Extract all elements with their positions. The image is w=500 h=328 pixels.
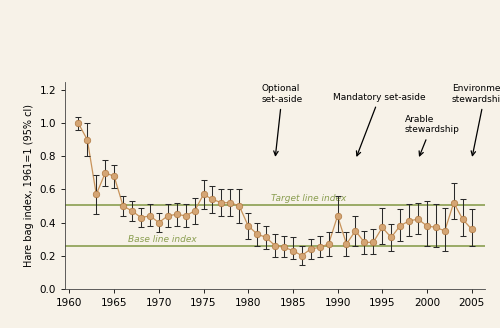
Point	[316, 245, 324, 250]
Point	[190, 208, 198, 214]
Point	[226, 200, 234, 205]
Point	[262, 235, 270, 240]
Point	[74, 121, 82, 126]
Point	[378, 225, 386, 230]
Point	[164, 213, 172, 218]
Point	[244, 223, 252, 228]
Point	[360, 240, 368, 245]
Point	[137, 215, 145, 220]
Point	[334, 213, 342, 218]
Point	[208, 197, 216, 202]
Text: Optional
set-aside: Optional set-aside	[262, 85, 303, 155]
Y-axis label: Hare bag index, 1961=1 (95% cl): Hare bag index, 1961=1 (95% cl)	[24, 104, 34, 267]
Point	[298, 253, 306, 258]
Point	[370, 240, 378, 245]
Text: Mandatory set-aside: Mandatory set-aside	[333, 93, 426, 156]
Point	[352, 228, 360, 234]
Point	[101, 170, 109, 175]
Point	[92, 192, 100, 197]
Point	[306, 246, 314, 252]
Point	[441, 228, 449, 234]
Point	[119, 203, 127, 209]
Point	[405, 218, 413, 223]
Point	[236, 203, 244, 209]
Point	[387, 235, 395, 240]
Point	[468, 227, 475, 232]
Text: Base line index: Base line index	[128, 235, 196, 244]
Point	[458, 216, 466, 222]
Point	[423, 223, 431, 228]
Point	[396, 223, 404, 228]
Point	[128, 208, 136, 214]
Point	[84, 137, 92, 142]
Text: Environmental
stewardship: Environmental stewardship	[452, 85, 500, 155]
Point	[280, 245, 288, 250]
Point	[324, 241, 332, 247]
Point	[146, 213, 154, 218]
Point	[172, 212, 180, 217]
Point	[414, 216, 422, 222]
Point	[432, 225, 440, 230]
Point	[200, 192, 207, 197]
Point	[342, 241, 350, 247]
Point	[182, 213, 190, 218]
Point	[450, 200, 458, 205]
Point	[253, 232, 261, 237]
Text: Arable
stewardship: Arable stewardship	[404, 115, 460, 156]
Text: Target line index: Target line index	[270, 194, 346, 203]
Point	[110, 174, 118, 179]
Point	[271, 243, 279, 248]
Point	[155, 220, 163, 225]
Point	[218, 200, 226, 205]
Point	[289, 248, 297, 253]
